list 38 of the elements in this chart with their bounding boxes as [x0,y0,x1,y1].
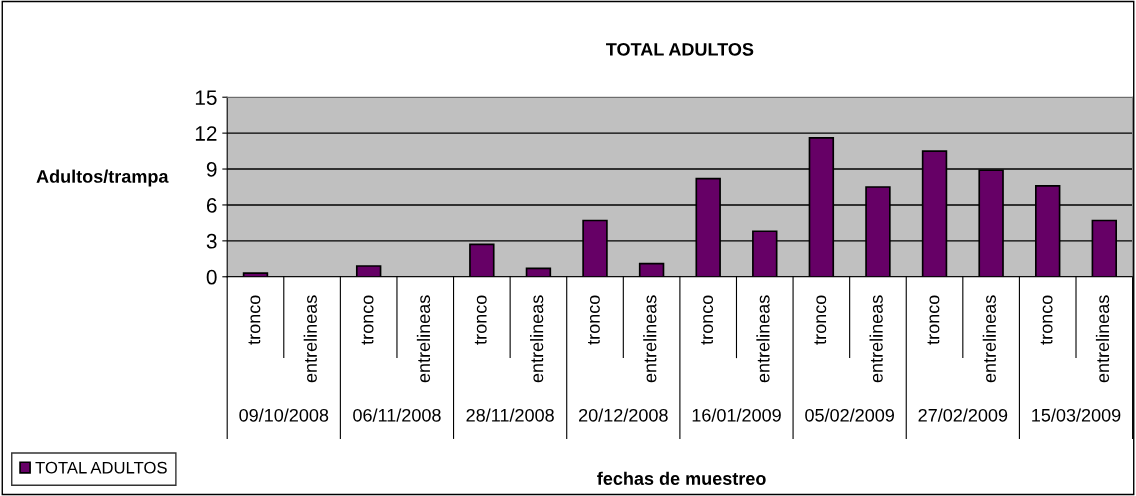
x-tick-label: entrelineas [643,295,657,383]
x-tick-label: entrelineas [869,295,883,383]
text: 05/02/2009 [805,408,894,422]
text: 09/10/2008 [239,408,329,422]
x-tick-label: entrelineas [303,295,317,383]
bar [242,272,269,277]
y-tick-label: 9 [206,162,217,177]
bar [355,265,382,277]
x-tick-label: tronco [1040,295,1053,345]
legend-label: TOTAL ADULTOS [35,461,167,474]
text: 28/11/2008 [466,408,554,422]
x-tick-label: tronco [814,295,827,345]
text: 16/01/2009 [692,408,781,422]
x-tick-label: tronco [588,295,600,345]
x-tick-label: tronco [474,295,487,345]
bar [638,262,665,277]
x-tick-label: entrelineas [982,295,996,383]
x-tick-label: tronco [248,295,261,345]
y-tick-label: 6 [206,197,217,213]
y-tick-label: 15 [195,90,217,105]
x-tick-label: entrelineas [756,295,770,383]
x-tick-label: entrelineas [530,295,544,383]
text: 06/11/2008 [353,408,441,422]
y-axis-title: Adultos/trampa [36,169,169,187]
x-tick-label: entrelineas [416,295,431,383]
y-tick-label: 3 [206,233,217,249]
text: 20/12/2008 [579,408,668,422]
text: 27/02/2009 [918,408,1008,422]
x-tick-label: tronco [361,295,374,345]
text: 15/03/2009 [1032,408,1121,422]
x-tick-label: tronco [927,295,940,345]
y-tick-label: 12 [195,126,217,141]
chart-title: TOTAL ADULTOS [606,42,754,56]
bar [469,243,495,277]
y-tick-label: 0 [206,269,217,285]
x-axis-title: fechas de muestreo [597,471,766,485]
x-tick-label: tronco [701,295,714,345]
x-tick-label: entrelineas [1095,295,1110,383]
